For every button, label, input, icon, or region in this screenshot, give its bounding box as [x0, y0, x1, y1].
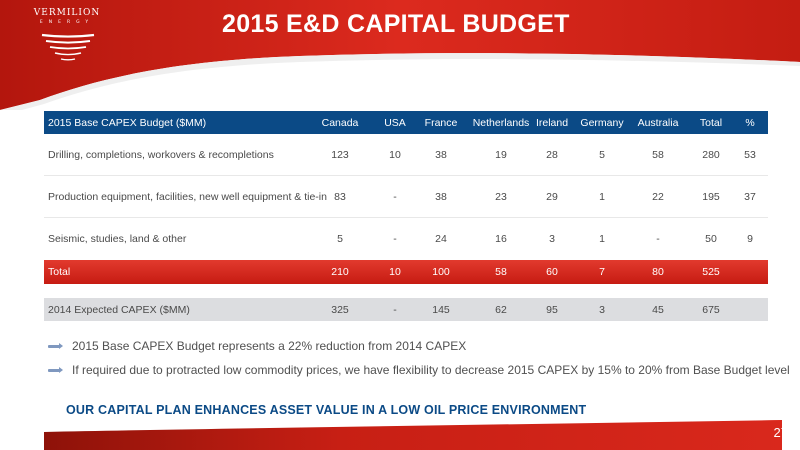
- total-cell: 58: [495, 266, 507, 278]
- expected-cell: 325: [331, 303, 349, 316]
- table-cell: 5: [599, 149, 605, 161]
- total-cell: 525: [702, 266, 720, 278]
- header-cell: %: [745, 116, 755, 129]
- header-cell: Total: [699, 116, 723, 129]
- table-cell: 123: [331, 149, 349, 161]
- row-label: Seismic, studies, land & other: [48, 233, 187, 245]
- expected-cell: 3: [599, 303, 605, 316]
- logo-wordmark: VERMILION: [33, 8, 101, 18]
- total-label: Total: [48, 266, 71, 278]
- table-cell: 16: [495, 233, 507, 245]
- header-cell: USA: [384, 116, 406, 129]
- expected-label: 2014 Expected CAPEX ($MM): [48, 303, 190, 316]
- total-cell: 80: [652, 266, 664, 278]
- header-cell: Australia: [637, 116, 679, 129]
- table-row: Drilling, completions, workovers & recom…: [44, 134, 768, 176]
- bullet-item: If required due to protracted low commod…: [48, 360, 790, 384]
- table-row: Seismic, studies, land & other 5 - 24 16…: [44, 218, 768, 260]
- expected-cell: 45: [652, 303, 664, 316]
- header-swoosh: [0, 0, 800, 110]
- table-header-row: 2015 Base CAPEX Budget ($MM) Canada USA …: [44, 111, 768, 134]
- table-cell: 29: [546, 191, 558, 203]
- arrow-bullet-icon: [48, 367, 63, 373]
- table-cell: 195: [702, 191, 720, 203]
- expected-cell: [730, 298, 770, 321]
- total-cell: 100: [432, 266, 450, 278]
- table-cell: 24: [435, 233, 447, 245]
- table-cell: 58: [652, 149, 664, 161]
- row-divider: [44, 217, 768, 218]
- table-total-row: Total 210 10 100 58 60 7 80 525: [44, 260, 768, 284]
- header-cell: Germany: [580, 116, 624, 129]
- header-cell: Ireland: [535, 116, 569, 129]
- table-cell: 1: [599, 191, 605, 203]
- arrow-bullet-icon: [48, 343, 63, 349]
- table-cell: -: [393, 233, 397, 245]
- table-spacer: [44, 284, 768, 298]
- bullet-list: 2015 Base CAPEX Budget represents a 22% …: [48, 336, 790, 384]
- expected-cell: -: [393, 303, 397, 316]
- header-cell: France: [424, 116, 458, 129]
- logo-wings-icon: [41, 33, 95, 61]
- table-cell: -: [393, 191, 397, 203]
- footer-bar: [44, 420, 782, 450]
- company-logo: VERMILION ENERGY: [0, 0, 118, 82]
- row-label: Production equipment, facilities, new we…: [48, 191, 327, 203]
- expected-cell: 95: [546, 303, 558, 316]
- table-cell: 3: [549, 233, 555, 245]
- table-cell: 10: [389, 149, 401, 161]
- table-row: Production equipment, facilities, new we…: [44, 176, 768, 218]
- table-cell: 22: [652, 191, 664, 203]
- total-cell: 7: [599, 266, 605, 278]
- table-cell: 280: [702, 149, 720, 161]
- row-label: Drilling, completions, workovers & recom…: [48, 149, 274, 161]
- table-cell: 38: [435, 191, 447, 203]
- table-cell: 50: [705, 233, 717, 245]
- table-cell: 9: [747, 233, 753, 245]
- capex-table: 2015 Base CAPEX Budget ($MM) Canada USA …: [44, 111, 768, 321]
- total-cell: 210: [331, 266, 349, 278]
- table-cell: 38: [435, 149, 447, 161]
- total-cell: 60: [546, 266, 558, 278]
- expected-cell: 62: [495, 303, 507, 316]
- table-cell: 23: [495, 191, 507, 203]
- header-cell: Netherlands: [472, 116, 530, 129]
- page-number: 27: [773, 425, 788, 440]
- table-cell: -: [656, 233, 660, 245]
- table-cell: 37: [744, 191, 756, 203]
- expected-cell: 675: [702, 303, 720, 316]
- key-message: OUR CAPITAL PLAN ENHANCES ASSET VALUE IN…: [66, 403, 587, 417]
- header-cell: 2015 Base CAPEX Budget ($MM): [48, 116, 207, 129]
- table-cell: 53: [744, 149, 756, 161]
- header-cell: Canada: [321, 116, 359, 129]
- table-cell: 19: [495, 149, 507, 161]
- row-divider: [44, 175, 768, 176]
- bullet-text: If required due to protracted low commod…: [72, 363, 790, 377]
- total-cell: [730, 260, 770, 284]
- table-cell: 5: [337, 233, 343, 245]
- bullet-item: 2015 Base CAPEX Budget represents a 22% …: [48, 336, 778, 360]
- table-cell: 28: [546, 149, 558, 161]
- table-expected-row: 2014 Expected CAPEX ($MM) 325 - 145 62 9…: [44, 298, 768, 321]
- expected-cell: 145: [432, 303, 450, 316]
- logo-subtitle: ENERGY: [39, 20, 95, 25]
- table-cell: 83: [334, 191, 346, 203]
- bullet-text: 2015 Base CAPEX Budget represents a 22% …: [72, 339, 467, 353]
- table-cell: 1: [599, 233, 605, 245]
- slide-title: 2015 E&D CAPITAL BUDGET: [222, 10, 570, 38]
- total-cell: 10: [389, 266, 401, 278]
